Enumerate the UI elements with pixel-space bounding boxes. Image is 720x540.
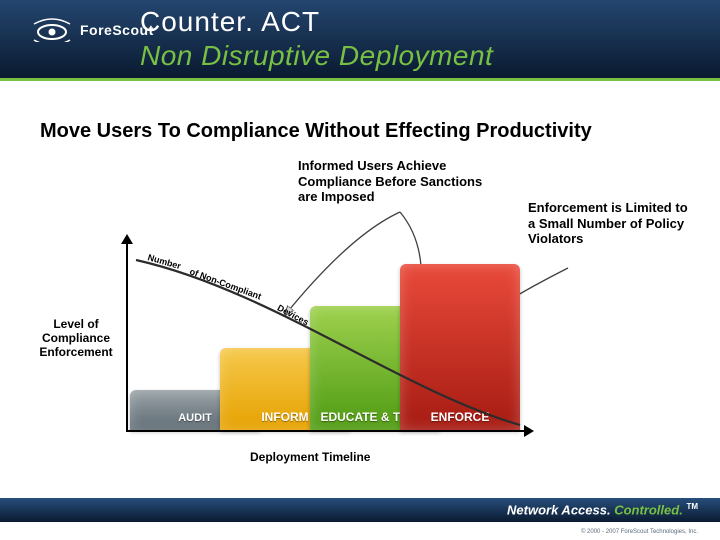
x-axis-label: Deployment Timeline	[250, 450, 370, 464]
trademark: TM	[686, 502, 698, 511]
footer-tagline: Network Access. Controlled. TM	[507, 502, 698, 517]
slide-subtitle: Non Disruptive Deployment	[140, 40, 493, 72]
section-heading: Move Users To Compliance Without Effecti…	[40, 120, 592, 143]
copyright: © 2000 - 2007 ForeScout Technologies, In…	[581, 529, 698, 535]
annotation-right: Enforcement is Limited to a Small Number…	[528, 200, 698, 247]
slide: ForeScout Counter. ACT Non Disruptive De…	[0, 0, 720, 540]
x-axis-arrow-icon	[524, 425, 534, 437]
header-rule	[0, 78, 720, 81]
company-logo: ForeScout	[30, 18, 154, 42]
noncompliance-curve	[130, 250, 522, 432]
y-axis-label: Level of Compliance Enforcement	[26, 318, 126, 359]
footer-text-green: Controlled.	[614, 502, 683, 517]
y-axis	[126, 240, 128, 432]
deployment-chart: AUDIT INFORM EDUCATE & TRAIN ENFORCE Num…	[130, 250, 520, 430]
footer-text-white: Network Access.	[507, 502, 614, 517]
slide-title: Counter. ACT	[140, 6, 320, 38]
eye-icon	[30, 18, 74, 42]
y-axis-arrow-icon	[121, 234, 133, 244]
annotation-top: Informed Users Achieve Compliance Before…	[298, 158, 498, 205]
